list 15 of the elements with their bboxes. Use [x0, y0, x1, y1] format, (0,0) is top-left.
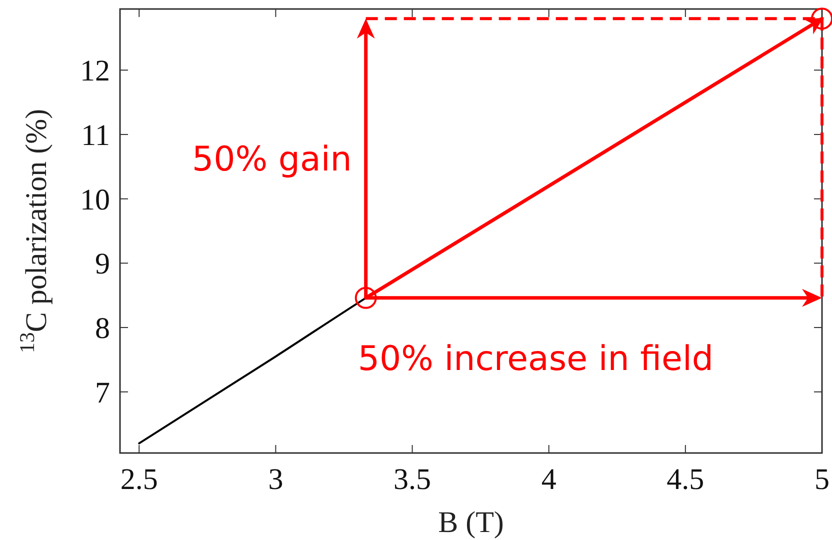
- x-tick-label: 3.5: [394, 463, 432, 496]
- y-tick-label: 9: [95, 248, 110, 281]
- y-tick-label: 7: [95, 376, 110, 410]
- y-tick-label: 10: [80, 183, 110, 216]
- y-tick-label: 8: [95, 312, 110, 346]
- y-tick-label: 11: [81, 118, 110, 152]
- x-tick-label: 4: [541, 463, 556, 496]
- x-tick-label: 2.5: [120, 463, 158, 496]
- annotation: 50% increase in field: [358, 338, 714, 379]
- x-tick-label: 5: [814, 463, 830, 496]
- x-tick-label: 4.5: [666, 463, 704, 496]
- x-axis-title: B (T): [438, 506, 504, 539]
- x-tick-label: 3: [268, 463, 284, 496]
- annotation: 50% gain: [192, 139, 352, 180]
- y-tick-label: 12: [80, 54, 110, 88]
